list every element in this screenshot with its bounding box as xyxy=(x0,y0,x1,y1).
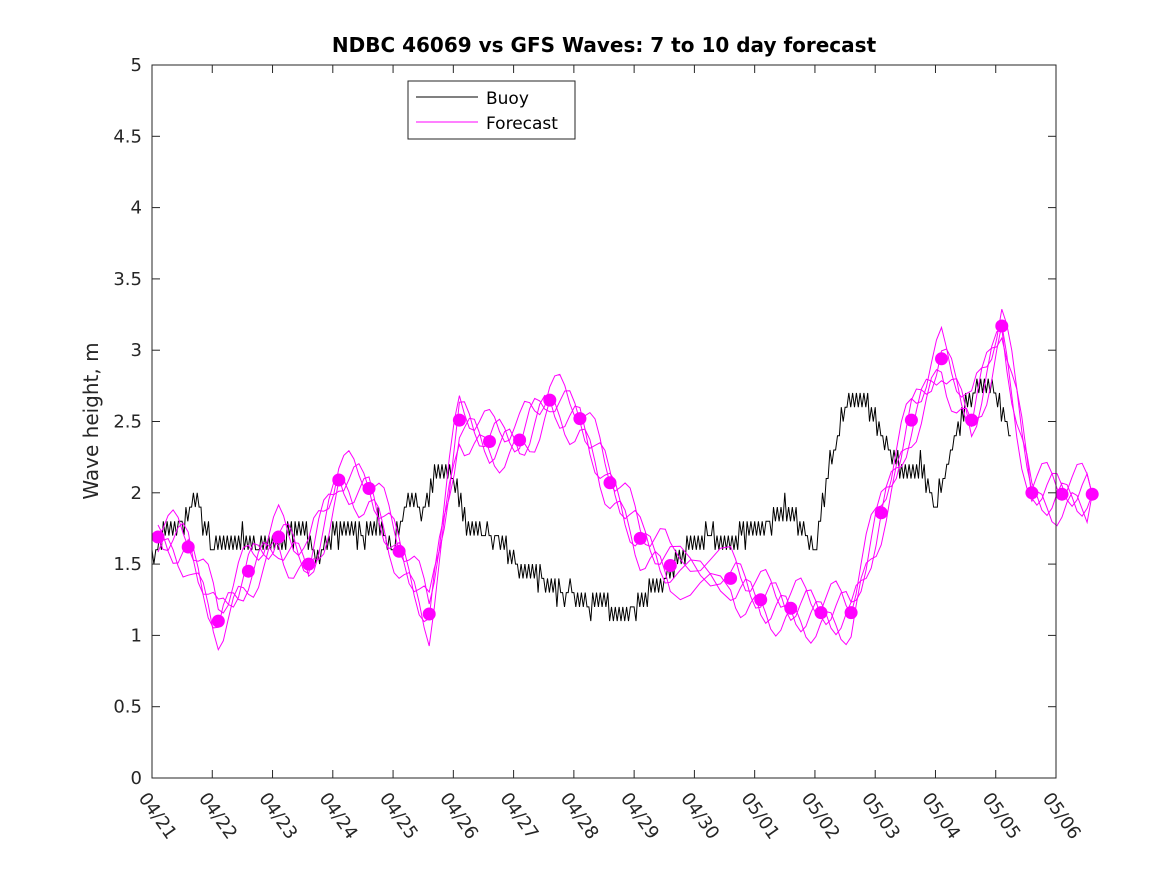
legend-buoy-label: Buoy xyxy=(486,89,529,109)
y-tick-label: 4 xyxy=(131,198,142,219)
y-tick-label: 4.5 xyxy=(113,126,142,147)
y-tick-label: 2 xyxy=(131,483,142,504)
y-tick-label: 2.5 xyxy=(113,412,142,433)
forecast-marker xyxy=(904,413,918,427)
forecast-marker xyxy=(332,473,346,487)
forecast-marker xyxy=(362,482,376,495)
forecast-markers xyxy=(151,319,1099,628)
legend-forecast-label: Forecast xyxy=(486,114,558,134)
forecast-marker xyxy=(663,559,677,572)
forecast-marker xyxy=(573,412,587,426)
y-tick-label: 1 xyxy=(131,625,142,646)
forecast-marker xyxy=(211,614,225,628)
y-tick-label: 0.5 xyxy=(113,697,142,718)
legend: Buoy Forecast xyxy=(407,80,576,140)
forecast-marker xyxy=(392,544,406,558)
chart-title: NDBC 46069 vs GFS Waves: 7 to 10 day for… xyxy=(332,33,877,57)
forecast-marker xyxy=(754,593,768,607)
forecast-marker xyxy=(272,530,286,544)
plot-area xyxy=(152,65,1056,778)
forecast-marker xyxy=(814,606,828,620)
y-tick-label: 1.5 xyxy=(113,554,142,575)
forecast-line xyxy=(157,336,1093,626)
forecast-marker xyxy=(1025,486,1039,500)
y-tick-label: 5 xyxy=(131,55,142,76)
forecast-marker xyxy=(1085,487,1099,501)
forecast-marker xyxy=(603,476,617,490)
forecast-marker xyxy=(844,606,858,620)
y-tick-label: 3.5 xyxy=(113,269,142,290)
forecast-marker xyxy=(151,530,165,544)
legend-box xyxy=(407,80,576,140)
buoy-series xyxy=(151,378,1011,622)
y-tick-label: 3 xyxy=(131,340,142,361)
forecast-marker xyxy=(1055,487,1069,501)
forecast-marker xyxy=(633,531,647,545)
forecast-marker xyxy=(452,413,466,427)
forecast-marker xyxy=(965,413,979,427)
y-axis-ticks: 0 0.5 1 1.5 2 2.5 3 3.5 4 4.5 5 xyxy=(113,55,1056,789)
buoy-line xyxy=(151,378,1011,622)
forecast-marker xyxy=(302,557,316,571)
forecast-marker xyxy=(513,433,527,447)
forecast-marker xyxy=(784,601,798,615)
forecast-marker xyxy=(724,571,738,585)
forecast-marker xyxy=(543,393,557,407)
forecast-marker xyxy=(422,607,436,621)
forecast-marker xyxy=(874,506,888,520)
y-tick-label: 0 xyxy=(131,768,142,789)
forecast-marker xyxy=(181,540,195,554)
forecast-marker xyxy=(935,352,948,366)
forecast-marker xyxy=(241,564,255,578)
forecast-marker xyxy=(995,319,1009,333)
y-axis-label: Wave height, m xyxy=(79,342,103,499)
forecast-marker xyxy=(483,435,496,448)
